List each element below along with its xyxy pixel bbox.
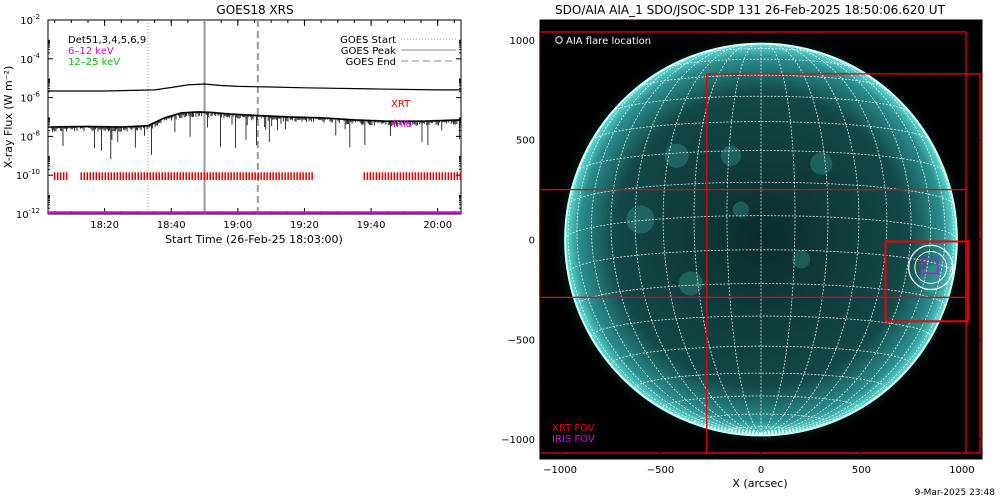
grid-line: [634, 45, 762, 435]
legend-12-25-kev: 12–25 keV: [68, 57, 120, 68]
grid-line: [662, 43, 762, 435]
footer-date: 9-Mar-2025 23:48: [915, 488, 996, 498]
fov-boxes: [539, 31, 981, 454]
active-region-blob: [732, 201, 749, 218]
grid-line: [576, 150, 946, 173]
legend-goes-end: GOES End: [346, 57, 396, 68]
goes-y-axis: 10-2 10-4 10-6 10-8 10-10 10-12: [16, 13, 461, 221]
flare-location-legend: AIA flare location: [566, 36, 651, 47]
grid-line: [760, 45, 912, 435]
aia-x-tick-label: −500: [647, 465, 674, 476]
grid-line: [610, 345, 912, 365]
goes-xrs-chart: GOES18 XRS 10-2 10-4 10-6 10-8 10-10 10-12 18…: [2, 3, 462, 246]
xrt-fov-box: [706, 73, 981, 454]
legend-detectors: Det51,3,4,5,6,9: [68, 35, 146, 46]
active-region-blob: [678, 271, 703, 296]
grid-line: [760, 79, 955, 435]
grid-line: [567, 79, 762, 435]
goes-x-tick-label: 18:20: [90, 220, 119, 231]
goes-y-axis-label: X-ray Flux (W m⁻²): [2, 66, 15, 168]
grid-line: [726, 43, 762, 435]
flare-location-legend-icon: [555, 36, 563, 44]
grid-line: [760, 43, 796, 435]
aia-y-tick-label: 500: [516, 136, 535, 147]
xrt-fov-legend: XRT FOV: [552, 423, 595, 434]
iris-fov-box: [920, 258, 939, 275]
iris-label: IRIS: [393, 119, 412, 130]
goes-y-tick-label: 10-10: [16, 168, 40, 182]
grid-line: [576, 54, 762, 435]
grid-line: [610, 45, 762, 435]
goes-chart-title: GOES18 XRS: [216, 3, 293, 17]
goes-x-axis-label: Start Time (26-Feb-25 18:03:00): [165, 233, 343, 246]
goes-y-tick-label: 10-2: [20, 13, 40, 27]
aia-top-legend: AIA flare location: [555, 36, 651, 47]
aia-solar-map: SDO/AIA AIA_1 SDO/JSOC-SDP 131 26-Feb-20…: [501, 3, 983, 490]
xrt-label: XRT: [391, 99, 411, 110]
aia-x-tick-label: 0: [758, 465, 764, 476]
goes-x-tick-label: 20:00: [423, 220, 452, 231]
goes-y-tick-label: 10-4: [20, 52, 40, 66]
goes-y-tick-label: 10-8: [20, 129, 40, 143]
active-region-blob: [720, 145, 741, 166]
flare-location-circle: [908, 244, 954, 291]
goes-right-legend: GOES Start GOES Peak GOES End: [340, 35, 456, 68]
aia-map-title: SDO/AIA AIA_1 SDO/JSOC-SDP 131 26-Feb-20…: [555, 3, 946, 17]
active-region-blob: [626, 205, 655, 234]
grid-line: [565, 239, 762, 435]
grid-line: [698, 48, 824, 55]
goes-short-channel-noise: [50, 111, 461, 160]
legend-6-12-kev: 6–12 keV: [68, 46, 114, 57]
flare-location-inner-circle: [914, 251, 948, 284]
aia-x-tick-label: 500: [852, 465, 871, 476]
goes-x-tick-label: 18:40: [157, 220, 186, 231]
legend-goes-start: GOES Start: [340, 35, 396, 46]
xrt-fov-box: [884, 240, 969, 323]
flare-markers: [908, 244, 954, 291]
grid-line: [760, 54, 946, 435]
aia-x-tick-label: −1000: [543, 465, 577, 476]
active-region-blob: [664, 143, 689, 168]
goes-y-tick-label: 10-12: [16, 207, 40, 221]
aia-x-axis: −1000 −500 0 500 1000: [543, 20, 975, 476]
grid-line: [760, 43, 860, 435]
legend-goes-peak: GOES Peak: [341, 46, 396, 57]
grid-line: [636, 74, 886, 89]
goes-left-legend: Det51,3,4,5,6,9 6–12 keV 12–25 keV: [68, 35, 146, 68]
aia-y-axis: 1000 500 0 −500 −1000: [501, 36, 982, 446]
aia-y-tick-label: 0: [529, 236, 535, 247]
goes-y-tick-label: 10-6: [20, 91, 40, 105]
grid-line: [590, 48, 762, 435]
grid-line: [568, 181, 954, 205]
xrt-coverage-marks: [53, 172, 462, 181]
aia-y-tick-label: −500: [508, 335, 535, 346]
iris-fov-legend: IRIS FOV: [552, 434, 595, 445]
grid-line: [760, 239, 957, 435]
aia-x-tick-label: 1000: [949, 465, 974, 476]
active-region-blob: [792, 250, 811, 269]
aia-y-tick-label: −1000: [501, 435, 535, 446]
grid-line: [592, 121, 930, 141]
goes-x-tick-label: 19:20: [290, 220, 319, 231]
goes-x-tick-label: 19:40: [357, 220, 386, 231]
goes-series-group: [47, 83, 462, 160]
active-region-blob: [810, 152, 833, 175]
goes-event-lines: [147, 20, 259, 214]
aia-y-tick-label: 1000: [510, 36, 535, 47]
aia-x-axis-label: X (arcsec): [732, 477, 787, 490]
grid-line: [760, 48, 932, 435]
goes-x-tick-label: 19:00: [223, 220, 252, 231]
goes-long-channel-line: [48, 83, 461, 92]
grid-line: [567, 249, 955, 274]
